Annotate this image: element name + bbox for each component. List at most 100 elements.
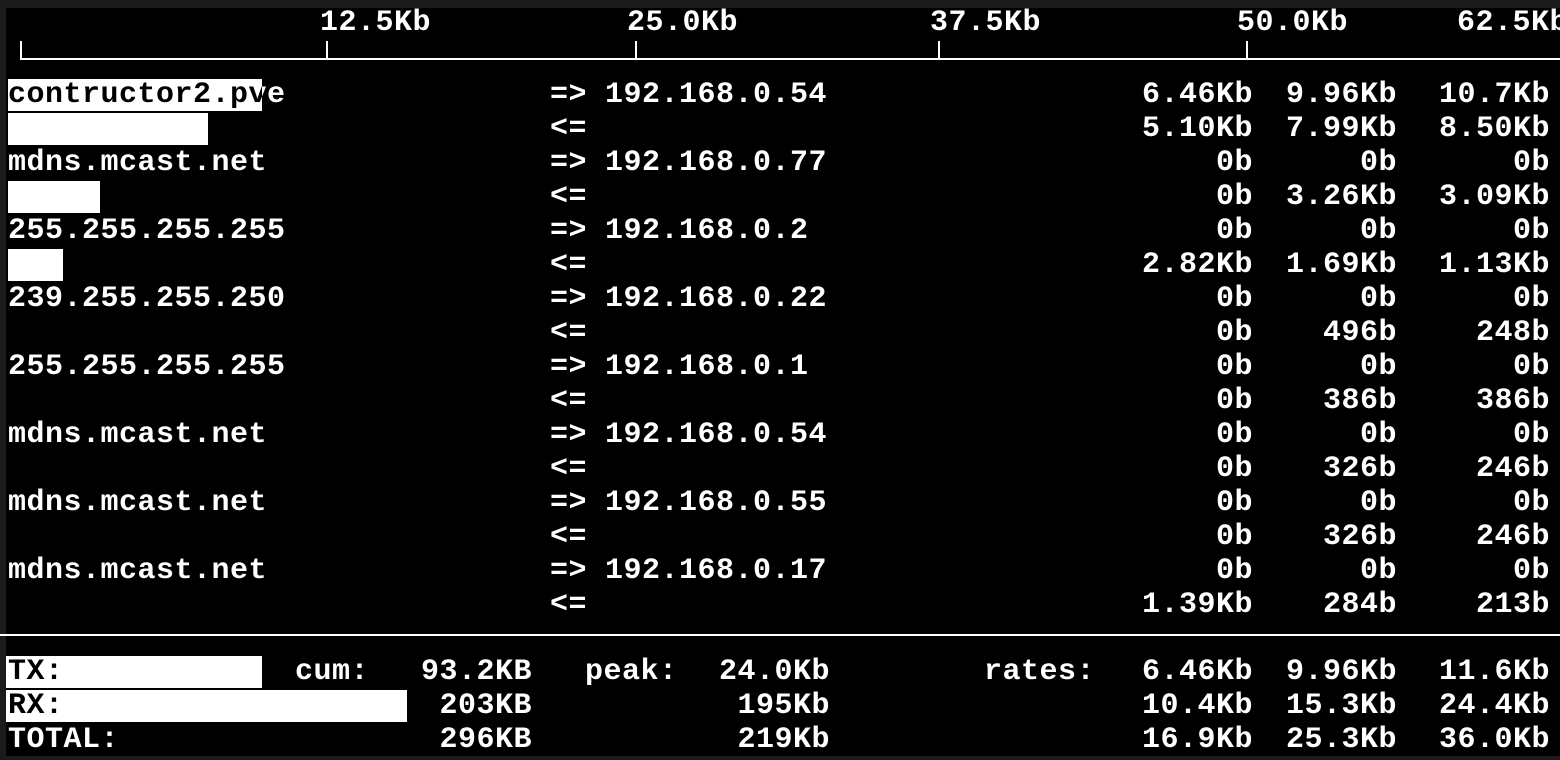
rate-2s: 6.46Kb bbox=[1141, 655, 1253, 689]
connection-row: 255.255.255.255 255.255.255.255 => 192.1… bbox=[0, 350, 1560, 384]
rate-40s: 0b bbox=[1512, 486, 1550, 520]
scale-tick bbox=[938, 41, 940, 60]
rate-40s: 248b bbox=[1475, 316, 1550, 350]
cum-value: 296KB bbox=[439, 723, 532, 757]
rate-10s: 15.3Kb bbox=[1285, 689, 1397, 723]
direction-arrow: => bbox=[550, 78, 588, 112]
destination-host: 192.168.0.17 bbox=[605, 554, 828, 588]
scale-label: 12.5Kb bbox=[320, 6, 432, 40]
rate-10s: 0b bbox=[1359, 486, 1397, 520]
window-edge-bottom bbox=[0, 756, 1560, 760]
destination-host: 192.168.0.77 bbox=[605, 146, 828, 180]
scale-label: 25.0Kb bbox=[627, 6, 739, 40]
rate-10s: 1.69Kb bbox=[1285, 248, 1397, 282]
rate-10s: 25.3Kb bbox=[1285, 723, 1397, 757]
scale-header: 12.5Kb 25.0Kb 37.5Kb 50.0Kb 62.5Kb bbox=[0, 6, 1560, 40]
rate-2s: 1.39Kb bbox=[1141, 588, 1253, 622]
connection-list: contructor2.pve contructor2.pve => 192.1… bbox=[0, 78, 1560, 622]
rate-40s: 0b bbox=[1512, 282, 1550, 316]
scale-label: 62.5Kb bbox=[1457, 6, 1560, 40]
source-host-inverse: contructor2.pve bbox=[8, 79, 262, 111]
peak-label: peak: bbox=[585, 655, 678, 689]
rate-2s: 2.82Kb bbox=[1141, 248, 1253, 282]
source-host: mdns.mcast.net bbox=[8, 486, 268, 520]
bandwidth-bar bbox=[8, 181, 100, 213]
direction-arrow: <= bbox=[550, 180, 588, 214]
rate-40s: 10.7Kb bbox=[1438, 78, 1550, 112]
rate-40s: 0b bbox=[1512, 554, 1550, 588]
direction-arrow: <= bbox=[550, 384, 588, 418]
direction-arrow: => bbox=[550, 214, 588, 248]
summary-row: RX: RX: 203KB 195Kb 10.4Kb 15.3Kb 24.4Kb bbox=[0, 689, 1560, 723]
destination-host: 192.168.0.54 bbox=[605, 78, 828, 112]
connection-row: <= 1.39Kb 284b 213b bbox=[0, 588, 1560, 622]
peak-value: 195Kb bbox=[737, 689, 830, 723]
rate-2s: 0b bbox=[1215, 316, 1253, 350]
source-host: mdns.mcast.net bbox=[8, 418, 268, 452]
rate-40s: 24.4Kb bbox=[1438, 689, 1550, 723]
rate-10s: 7.99Kb bbox=[1285, 112, 1397, 146]
connection-row: mdns.mcast.net mdns.mcast.net => 192.168… bbox=[0, 418, 1560, 452]
rate-10s: 326b bbox=[1322, 452, 1397, 486]
rate-2s: 0b bbox=[1215, 350, 1253, 384]
direction-arrow: => bbox=[550, 554, 588, 588]
rate-2s: 0b bbox=[1215, 520, 1253, 554]
peak-value: 219Kb bbox=[737, 723, 830, 757]
rate-40s: 8.50Kb bbox=[1438, 112, 1550, 146]
connection-row: 239.255.255.250 239.255.255.250 => 192.1… bbox=[0, 282, 1560, 316]
rate-40s: 0b bbox=[1512, 418, 1550, 452]
rate-10s: 0b bbox=[1359, 418, 1397, 452]
rate-40s: 3.09Kb bbox=[1438, 180, 1550, 214]
destination-host: 192.168.0.54 bbox=[605, 418, 828, 452]
rate-40s: 246b bbox=[1475, 452, 1550, 486]
scale-ruler-line bbox=[20, 58, 1560, 60]
connection-row: <= 0b 3.26Kb 3.09Kb bbox=[0, 180, 1560, 214]
direction-arrow: => bbox=[550, 350, 588, 384]
footer-divider-line bbox=[0, 634, 1560, 636]
rate-40s: 386b bbox=[1475, 384, 1550, 418]
summary-row: TOTAL: TOTAL: 296KB 219Kb 16.9Kb 25.3Kb … bbox=[0, 723, 1560, 757]
scale-label: 50.0Kb bbox=[1237, 6, 1349, 40]
direction-arrow: => bbox=[550, 418, 588, 452]
bandwidth-bar bbox=[8, 249, 63, 281]
direction-arrow: => bbox=[550, 146, 588, 180]
rate-2s: 0b bbox=[1215, 418, 1253, 452]
rate-2s: 0b bbox=[1215, 384, 1253, 418]
connection-row: 255.255.255.255 255.255.255.255 => 192.1… bbox=[0, 214, 1560, 248]
scale-tick bbox=[1246, 41, 1248, 60]
destination-host: 192.168.0.2 bbox=[605, 214, 809, 248]
bandwidth-bar bbox=[8, 113, 208, 145]
rate-10s: 284b bbox=[1322, 588, 1397, 622]
source-host: 255.255.255.255 bbox=[8, 350, 286, 384]
rate-2s: 0b bbox=[1215, 452, 1253, 486]
window-edge-top bbox=[0, 0, 1560, 8]
rate-10s: 0b bbox=[1359, 554, 1397, 588]
connection-row: <= 0b 386b 386b bbox=[0, 384, 1560, 418]
summary-bandwidth-bar: RX: bbox=[6, 690, 407, 722]
connection-row: <= 0b 326b 246b bbox=[0, 452, 1560, 486]
direction-arrow: <= bbox=[550, 520, 588, 554]
direction-arrow: <= bbox=[550, 452, 588, 486]
summary-label-inverse: RX: bbox=[8, 690, 64, 722]
window-edge-left bbox=[0, 0, 6, 760]
connection-row: mdns.mcast.net mdns.mcast.net => 192.168… bbox=[0, 146, 1560, 180]
destination-host: 192.168.0.22 bbox=[605, 282, 828, 316]
rate-10s: 326b bbox=[1322, 520, 1397, 554]
scale-tick bbox=[20, 41, 22, 60]
rate-10s: 3.26Kb bbox=[1285, 180, 1397, 214]
rate-2s: 6.46Kb bbox=[1141, 78, 1253, 112]
rate-2s: 0b bbox=[1215, 214, 1253, 248]
cum-label: cum: bbox=[295, 655, 370, 689]
cum-value: 93.2KB bbox=[420, 655, 532, 689]
connection-row: contructor2.pve contructor2.pve => 192.1… bbox=[0, 78, 1560, 112]
direction-arrow: <= bbox=[550, 248, 588, 282]
source-host: 239.255.255.250 bbox=[8, 282, 286, 316]
direction-arrow: => bbox=[550, 486, 588, 520]
direction-arrow: <= bbox=[550, 316, 588, 350]
destination-host: 192.168.0.55 bbox=[605, 486, 828, 520]
scale-label: 37.5Kb bbox=[930, 6, 1042, 40]
rate-40s: 246b bbox=[1475, 520, 1550, 554]
rates-label: rates: bbox=[984, 655, 1096, 689]
connection-row: mdns.mcast.net mdns.mcast.net => 192.168… bbox=[0, 486, 1560, 520]
